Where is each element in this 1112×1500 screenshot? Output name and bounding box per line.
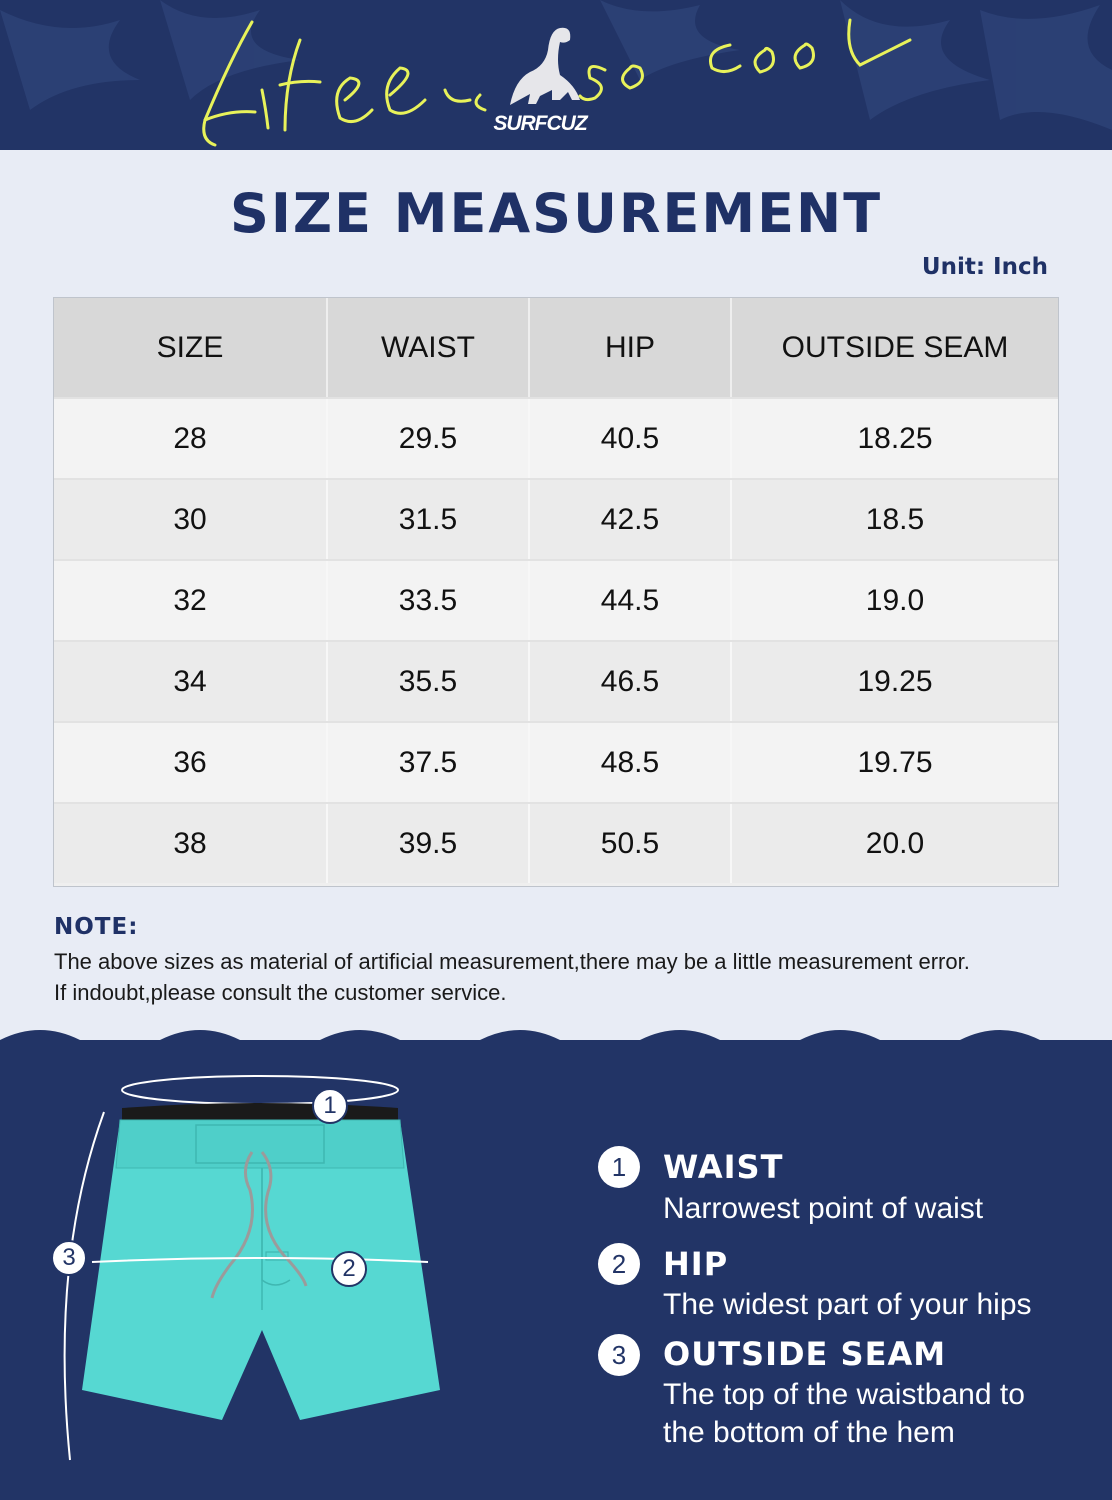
dinosaur-logo-icon bbox=[510, 27, 580, 105]
cell-hip: 46.5 bbox=[530, 642, 732, 721]
note-line-2: If indoubt,please consult the customer s… bbox=[54, 980, 507, 1005]
header-size: SIZE bbox=[54, 298, 328, 397]
palm-leaves-background bbox=[0, 0, 1112, 147]
cell-hip: 42.5 bbox=[530, 480, 732, 559]
table-row: 36 37.5 48.5 19.75 bbox=[54, 721, 1058, 802]
life-is-so-cool-script bbox=[202, 18, 912, 147]
cell-waist: 29.5 bbox=[328, 399, 530, 478]
marker-waist: 1 bbox=[312, 1088, 348, 1124]
header-hip: HIP bbox=[530, 298, 732, 397]
legend-title-outside-seam: OUTSIDE SEAM bbox=[663, 1335, 947, 1373]
header-outside-seam: OUTSIDE SEAM bbox=[781, 330, 1009, 364]
cell-outside-seam: 19.0 bbox=[865, 583, 925, 617]
table-header-row: SIZE WAIST HIP OUTSIDE SEAM bbox=[54, 298, 1058, 397]
note-title: NOTE: bbox=[54, 914, 139, 940]
legend-desc-waist: Narrowest point of waist bbox=[663, 1192, 984, 1225]
cell-waist: 37.5 bbox=[328, 723, 530, 802]
legend-title-hip: HIP bbox=[663, 1245, 729, 1283]
legend-number-2: 2 bbox=[598, 1243, 640, 1285]
cell-outside-seam: 20.0 bbox=[865, 826, 925, 860]
cell-hip: 50.5 bbox=[530, 804, 732, 883]
cell-hip: 48.5 bbox=[530, 723, 732, 802]
cell-size: 28 bbox=[54, 399, 328, 478]
legend-number-3: 3 bbox=[598, 1334, 640, 1376]
header-waist: WAIST bbox=[328, 298, 530, 397]
legend-title-waist: WAIST bbox=[663, 1148, 784, 1186]
cell-hip: 40.5 bbox=[530, 399, 732, 478]
cell-size: 32 bbox=[54, 561, 328, 640]
cell-waist: 39.5 bbox=[328, 804, 530, 883]
legend-desc-outside-seam-line-1: The top of the waistband to bbox=[663, 1378, 1025, 1411]
table-row: 38 39.5 50.5 20.0 bbox=[54, 802, 1058, 883]
shorts-body bbox=[82, 1120, 440, 1420]
cell-size: 38 bbox=[54, 804, 328, 883]
hip-guide-line bbox=[91, 1257, 429, 1263]
table-row: 30 31.5 42.5 18.5 bbox=[54, 478, 1058, 559]
unit-label: Unit: Inch bbox=[921, 254, 1048, 280]
cell-hip: 44.5 bbox=[530, 561, 732, 640]
cell-waist: 31.5 bbox=[328, 480, 530, 559]
cell-outside-seam: 18.25 bbox=[857, 421, 933, 455]
brand-logo: SURFCUZ bbox=[493, 112, 587, 135]
cell-outside-seam: 19.25 bbox=[857, 664, 933, 698]
waist-guide-line bbox=[121, 1075, 399, 1105]
table-row: 32 33.5 44.5 19.0 bbox=[54, 559, 1058, 640]
legend-number-1: 1 bbox=[598, 1146, 640, 1188]
cell-waist: 33.5 bbox=[328, 561, 530, 640]
legend-desc-hip: The widest part of your hips bbox=[663, 1288, 1032, 1321]
table-body: 28 29.5 40.5 18.25 30 31.5 42.5 18.5 32 … bbox=[54, 397, 1058, 883]
cell-size: 36 bbox=[54, 723, 328, 802]
note-line-1: The above sizes as material of artificia… bbox=[54, 949, 970, 974]
marker-hip: 2 bbox=[331, 1251, 367, 1287]
shorts-diagram bbox=[63, 1075, 440, 1461]
table-row: 34 35.5 46.5 19.25 bbox=[54, 640, 1058, 721]
header-banner: SURFCUZ bbox=[0, 0, 1112, 150]
cell-size: 34 bbox=[54, 642, 328, 721]
cell-waist: 35.5 bbox=[328, 642, 530, 721]
cell-outside-seam: 19.75 bbox=[857, 745, 933, 779]
size-table: SIZE WAIST HIP OUTSIDE SEAM 28 29.5 40.5… bbox=[53, 297, 1059, 887]
page-title: SIZE MEASUREMENT bbox=[229, 182, 883, 245]
table-row: 28 29.5 40.5 18.25 bbox=[54, 397, 1058, 478]
cell-size: 30 bbox=[54, 480, 328, 559]
marker-outside-seam: 3 bbox=[51, 1240, 87, 1276]
cell-outside-seam: 18.5 bbox=[865, 502, 925, 536]
legend-desc-outside-seam-line-2: the bottom of the hem bbox=[663, 1416, 955, 1449]
